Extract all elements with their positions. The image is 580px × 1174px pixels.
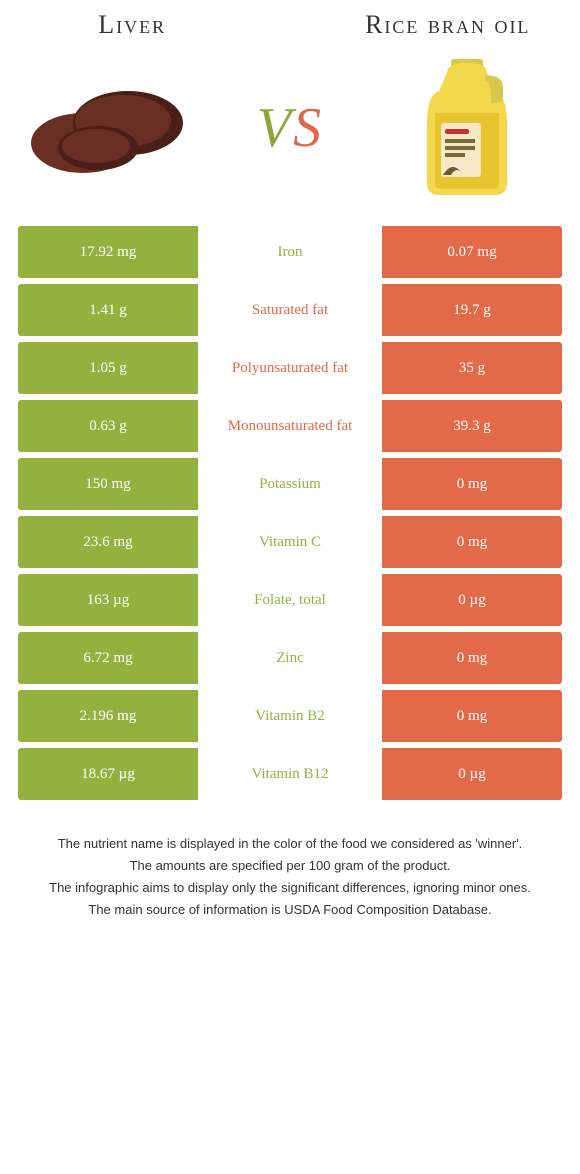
left-title: Liver [18, 10, 246, 40]
right-value: 35 g [382, 342, 562, 394]
table-row: 1.41 gSaturated fat19.7 g [18, 284, 562, 336]
right-value: 0 µg [382, 748, 562, 800]
vs-label: VS [257, 96, 323, 160]
nutrient-label: Vitamin B12 [198, 748, 382, 800]
liver-image [28, 58, 198, 198]
left-value: 1.41 g [18, 284, 198, 336]
left-value: 18.67 µg [18, 748, 198, 800]
footnote-line: The infographic aims to display only the… [30, 878, 550, 898]
table-row: 6.72 mgZinc0 mg [18, 632, 562, 684]
right-value: 0 mg [382, 690, 562, 742]
right-title: Rice bran oil [334, 10, 562, 40]
left-value: 0.63 g [18, 400, 198, 452]
vs-v: V [257, 97, 293, 159]
left-value: 6.72 mg [18, 632, 198, 684]
left-value: 163 µg [18, 574, 198, 626]
left-value: 1.05 g [18, 342, 198, 394]
table-row: 2.196 mgVitamin B20 mg [18, 690, 562, 742]
table-row: 1.05 gPolyunsaturated fat35 g [18, 342, 562, 394]
vs-s: S [293, 97, 323, 159]
table-row: 23.6 mgVitamin C0 mg [18, 516, 562, 568]
table-row: 163 µgFolate, total0 µg [18, 574, 562, 626]
nutrient-label: Folate, total [198, 574, 382, 626]
titles-row: Liver Rice bran oil [18, 10, 562, 40]
footnotes: The nutrient name is displayed in the co… [18, 834, 562, 921]
left-value: 17.92 mg [18, 226, 198, 278]
comparison-table: 17.92 mgIron0.07 mg 1.41 gSaturated fat19… [18, 226, 562, 800]
right-value: 0 mg [382, 632, 562, 684]
left-value: 150 mg [18, 458, 198, 510]
images-row: VS [18, 58, 562, 198]
nutrient-label: Zinc [198, 632, 382, 684]
right-value: 0 µg [382, 574, 562, 626]
nutrient-label: Monounsaturated fat [198, 400, 382, 452]
right-value: 19.7 g [382, 284, 562, 336]
left-value: 23.6 mg [18, 516, 198, 568]
table-row: 150 mgPotassium0 mg [18, 458, 562, 510]
nutrient-label: Vitamin B2 [198, 690, 382, 742]
right-value: 39.3 g [382, 400, 562, 452]
footnote-line: The nutrient name is displayed in the co… [30, 834, 550, 854]
nutrient-label: Iron [198, 226, 382, 278]
right-value: 0 mg [382, 458, 562, 510]
footnote-line: The main source of information is USDA F… [30, 900, 550, 920]
nutrient-label: Polyunsaturated fat [198, 342, 382, 394]
nutrient-label: Saturated fat [198, 284, 382, 336]
nutrient-label: Vitamin C [198, 516, 382, 568]
table-row: 17.92 mgIron0.07 mg [18, 226, 562, 278]
left-value: 2.196 mg [18, 690, 198, 742]
nutrient-label: Potassium [198, 458, 382, 510]
oil-image [382, 58, 552, 198]
right-value: 0 mg [382, 516, 562, 568]
footnote-line: The amounts are specified per 100 gram o… [30, 856, 550, 876]
right-value: 0.07 mg [382, 226, 562, 278]
table-row: 18.67 µgVitamin B120 µg [18, 748, 562, 800]
table-row: 0.63 gMonounsaturated fat39.3 g [18, 400, 562, 452]
